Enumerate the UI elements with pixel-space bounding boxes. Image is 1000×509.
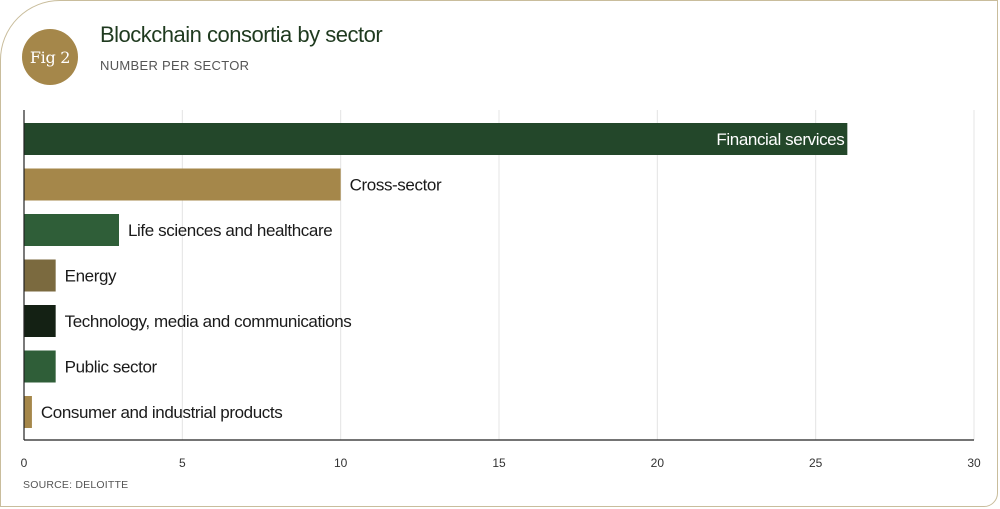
bar-4: [24, 305, 56, 337]
source-note: SOURCE: DELOITTE: [23, 479, 129, 491]
bar-3: [24, 259, 56, 292]
x-tick-label-0: 0: [21, 456, 28, 470]
bar-0: [24, 123, 848, 155]
figure-badge: Fig 2: [22, 29, 78, 85]
bar-label-1: Cross-sector: [350, 176, 442, 195]
x-tick-label-10: 10: [334, 456, 348, 470]
figure-badge-label: Fig 2: [29, 47, 71, 67]
bar-label-5: Public sector: [65, 358, 158, 377]
x-tick-label-25: 25: [809, 456, 823, 470]
x-tick-label-20: 20: [651, 456, 665, 470]
bar-1: [24, 168, 341, 201]
bar-label-4: Technology, media and communications: [65, 312, 352, 331]
x-tick-label-15: 15: [492, 456, 506, 470]
chart-subtitle: NUMBER PER SECTOR: [100, 58, 250, 73]
chart-title: Blockchain consortia by sector: [100, 22, 383, 47]
bar-label-6: Consumer and industrial products: [41, 403, 282, 422]
x-tick-label-30: 30: [967, 456, 981, 470]
bar-6: [24, 396, 32, 428]
x-tick-label-5: 5: [179, 456, 186, 470]
bar-label-0: Financial services: [716, 130, 844, 149]
bar-2: [24, 214, 119, 246]
bar-5: [24, 350, 56, 383]
bar-label-3: Energy: [65, 267, 117, 286]
bar-label-2: Life sciences and healthcare: [128, 221, 332, 240]
